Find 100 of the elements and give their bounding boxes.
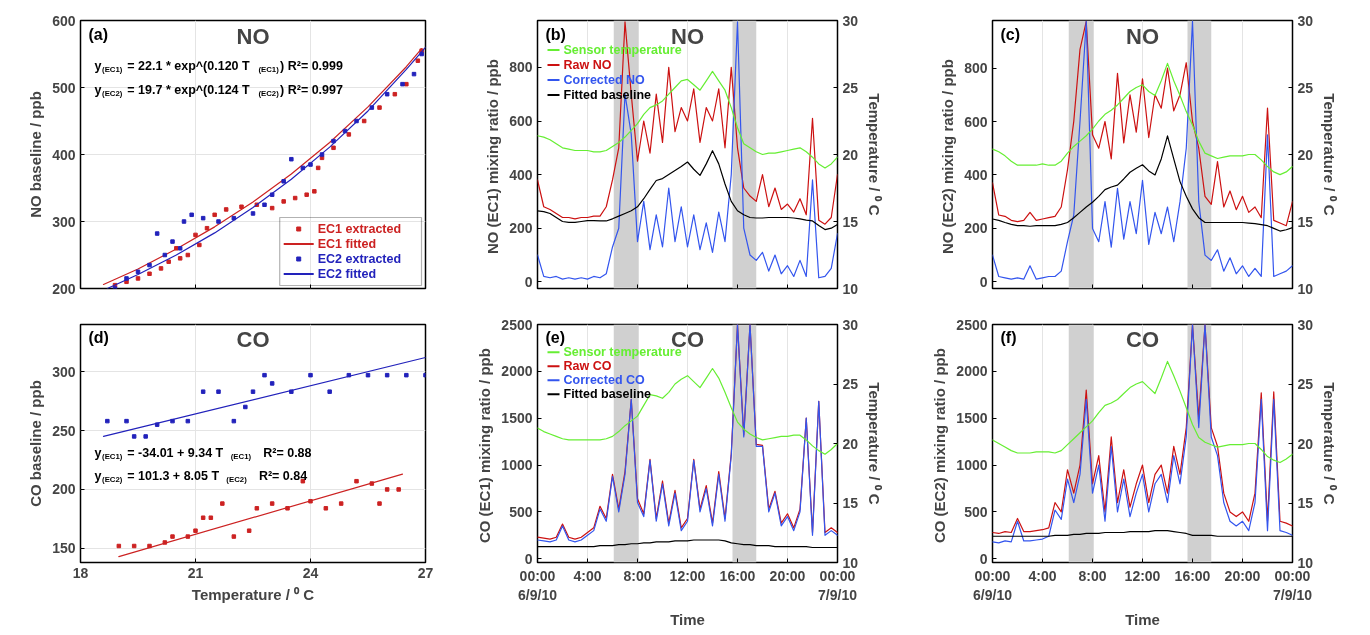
y-tick-label: 300 xyxy=(52,213,76,230)
point xyxy=(231,215,237,221)
point xyxy=(154,231,160,236)
point xyxy=(331,145,336,151)
point xyxy=(181,219,187,224)
chart-title: NO xyxy=(1126,24,1159,49)
y-tick-label: 1000 xyxy=(501,457,533,474)
legend-label: Fitted baseline xyxy=(563,387,652,402)
y-tick-label: 0 xyxy=(979,550,988,567)
point xyxy=(166,259,171,264)
x-tick-label: 00:00 6/9/10 xyxy=(518,567,558,603)
line-series xyxy=(992,360,1293,464)
point xyxy=(384,372,390,378)
point xyxy=(304,192,309,197)
x-axis-title: Time xyxy=(1125,610,1160,628)
line-series xyxy=(537,539,838,549)
y2-tick-label: 25 xyxy=(842,376,859,392)
point xyxy=(269,192,275,197)
point xyxy=(361,118,367,124)
annotation: (c) xyxy=(1000,26,1021,43)
line-series xyxy=(992,20,1293,227)
point xyxy=(200,215,206,221)
y-tick-label: 2500 xyxy=(956,316,988,333)
point xyxy=(262,372,267,378)
chart-title: CO xyxy=(236,326,270,352)
legend-label: Corrected CO xyxy=(563,373,646,388)
point xyxy=(250,211,256,216)
point xyxy=(204,225,210,231)
y2-tick-label: 20 xyxy=(842,435,859,452)
point xyxy=(331,138,336,144)
legend-label: EC1 fitted xyxy=(317,237,377,251)
y-tick-label: 400 xyxy=(509,166,533,183)
point xyxy=(193,232,198,238)
point xyxy=(338,501,344,506)
y-axis-title: CO (EC1) mixing ratio / ppb xyxy=(476,348,494,544)
point xyxy=(404,372,409,378)
point xyxy=(289,156,294,162)
y-tick-label: 1500 xyxy=(501,410,533,427)
y2-tick-label: 30 xyxy=(842,12,859,29)
point xyxy=(231,418,237,424)
x-tick-label: 12:00 xyxy=(669,567,706,584)
x-tick-label: 12:00 xyxy=(1124,567,1161,584)
x-tick-label: 4:00 xyxy=(573,567,602,584)
point xyxy=(365,372,371,378)
point xyxy=(239,204,244,210)
y-tick-label: 0 xyxy=(524,273,533,290)
point xyxy=(262,202,267,207)
point xyxy=(269,381,275,386)
point xyxy=(223,207,229,212)
x-tick-label: 18 xyxy=(72,564,89,581)
y2-axis-title: Temperature / ⁰ C xyxy=(866,93,884,216)
x-axis-title: Time xyxy=(670,610,705,628)
y-axis-title: CO baseline / ppb xyxy=(27,380,45,507)
point xyxy=(185,252,191,258)
point xyxy=(177,256,183,261)
y-tick-label: 500 xyxy=(964,503,988,520)
point xyxy=(135,269,141,274)
point xyxy=(200,515,206,520)
point xyxy=(404,81,409,87)
y-tick-label: 800 xyxy=(509,59,533,76)
point xyxy=(377,105,382,110)
y2-tick-label: 20 xyxy=(1297,146,1314,163)
legend-label: EC1 extracted xyxy=(317,222,402,236)
x-tick-label: 21 xyxy=(187,564,204,581)
point xyxy=(158,266,164,271)
x-tick-label: 20:00 xyxy=(1224,567,1261,584)
y-tick-label: 1500 xyxy=(956,410,988,427)
annotation: (f) xyxy=(1000,329,1017,347)
y-tick-label: 0 xyxy=(524,550,533,567)
point xyxy=(269,501,275,506)
x-tick-label: 00:00 6/9/10 xyxy=(973,567,1013,603)
point xyxy=(396,487,401,492)
point xyxy=(415,58,421,63)
y2-tick-label: 10 xyxy=(842,280,859,297)
point xyxy=(170,534,175,539)
x-tick-label: 4:00 xyxy=(1028,567,1057,584)
point xyxy=(392,91,398,97)
y2-tick-label: 20 xyxy=(1297,435,1314,452)
point xyxy=(292,195,298,201)
point xyxy=(124,276,129,281)
point xyxy=(185,418,191,424)
point xyxy=(400,81,405,87)
y2-tick-label: 30 xyxy=(1297,316,1314,333)
y-tick-label: 200 xyxy=(964,220,988,237)
point xyxy=(281,179,286,184)
point xyxy=(216,389,221,394)
chart-title: NO xyxy=(236,24,270,49)
y-axis-title: CO (EC2) mixing ratio / ppb xyxy=(931,348,949,544)
point xyxy=(162,252,168,258)
point xyxy=(197,242,202,248)
point xyxy=(312,189,317,194)
point xyxy=(135,276,141,281)
y-tick-label: 400 xyxy=(964,166,988,183)
point xyxy=(177,246,183,251)
point xyxy=(147,262,152,268)
y-tick-label: 400 xyxy=(52,146,76,163)
y2-tick-label: 10 xyxy=(1297,280,1314,297)
y-tick-label: 600 xyxy=(52,12,76,29)
point xyxy=(189,212,194,218)
y-tick-label: 0 xyxy=(979,273,988,290)
